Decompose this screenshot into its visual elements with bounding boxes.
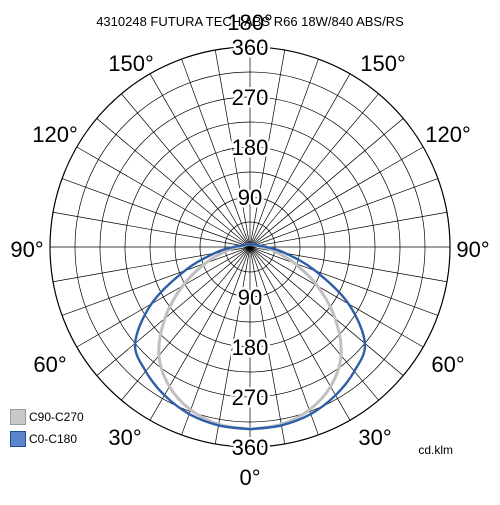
grid-spoke <box>76 146 251 248</box>
angle-label-60-right: 60° <box>431 352 464 377</box>
angle-label-150-right: 150° <box>360 51 406 76</box>
angle-label-90-right: 90° <box>456 237 489 262</box>
angle-label-180: 180° <box>227 10 273 35</box>
angle-label-150-left: 150° <box>108 51 154 76</box>
grid-spoke <box>96 118 251 248</box>
grid-spoke <box>249 73 351 248</box>
grid-spoke <box>249 246 286 445</box>
grid-spoke <box>181 58 251 248</box>
grid-spoke <box>249 118 404 248</box>
angle-label-90-left: 90° <box>10 237 43 262</box>
legend-swatch-c90-c270 <box>10 409 26 425</box>
grid-spoke <box>121 246 251 401</box>
grid-spoke <box>214 49 251 248</box>
grid-spoke <box>61 178 251 248</box>
grid-spoke <box>96 246 251 376</box>
grid-spoke <box>149 246 251 421</box>
legend-item-c0-c180: C0-C180 <box>10 429 84 449</box>
grid-spoke <box>249 178 439 248</box>
series-line-c0-c180 <box>133 243 367 431</box>
grid-spoke <box>181 246 251 436</box>
grid-spoke <box>249 246 379 401</box>
grid-spoke <box>149 73 251 248</box>
angle-label-0: 0° <box>239 465 260 490</box>
radial-tick-label-upper: 90 <box>238 185 262 210</box>
grid-spoke <box>52 211 251 248</box>
angle-label-60-left: 60° <box>33 352 66 377</box>
legend: C90-C270 C0-C180 <box>10 407 84 451</box>
grid-spoke <box>76 246 251 348</box>
grid-spoke <box>249 146 424 248</box>
radial-tick-label-upper: 180 <box>232 135 269 160</box>
radial-tick-label-lower: 360 <box>232 435 269 460</box>
radial-tick-label-upper: 270 <box>232 85 269 110</box>
unit-label: cd.klm <box>418 443 453 457</box>
angle-label-30-right: 30° <box>358 425 391 450</box>
grid-spoke <box>249 246 351 421</box>
radial-tick-label-lower: 180 <box>232 335 269 360</box>
radial-tick-label-lower: 90 <box>238 285 262 310</box>
grid-spoke <box>249 246 319 436</box>
legend-label-c90-c270: C90-C270 <box>29 410 84 424</box>
grid-spoke <box>121 93 251 248</box>
legend-label-c0-c180: C0-C180 <box>29 432 78 446</box>
angle-label-120-right: 120° <box>425 122 471 147</box>
grid-spoke <box>249 58 319 248</box>
grid-spoke <box>249 211 448 248</box>
grid-spoke <box>249 49 286 248</box>
legend-item-c90-c270: C90-C270 <box>10 407 84 427</box>
grid-spoke <box>249 246 439 316</box>
grid-spoke <box>214 246 251 445</box>
radial-tick-label-upper: 360 <box>232 35 269 60</box>
angle-label-30-left: 30° <box>108 425 141 450</box>
grid-spoke <box>61 246 251 316</box>
grid-spoke <box>249 93 379 248</box>
grid-spoke <box>249 246 404 376</box>
grid-spoke <box>249 246 424 348</box>
legend-swatch-c0-c180 <box>10 431 26 447</box>
angle-label-120-left: 120° <box>32 122 78 147</box>
radial-tick-label-lower: 270 <box>232 385 269 410</box>
